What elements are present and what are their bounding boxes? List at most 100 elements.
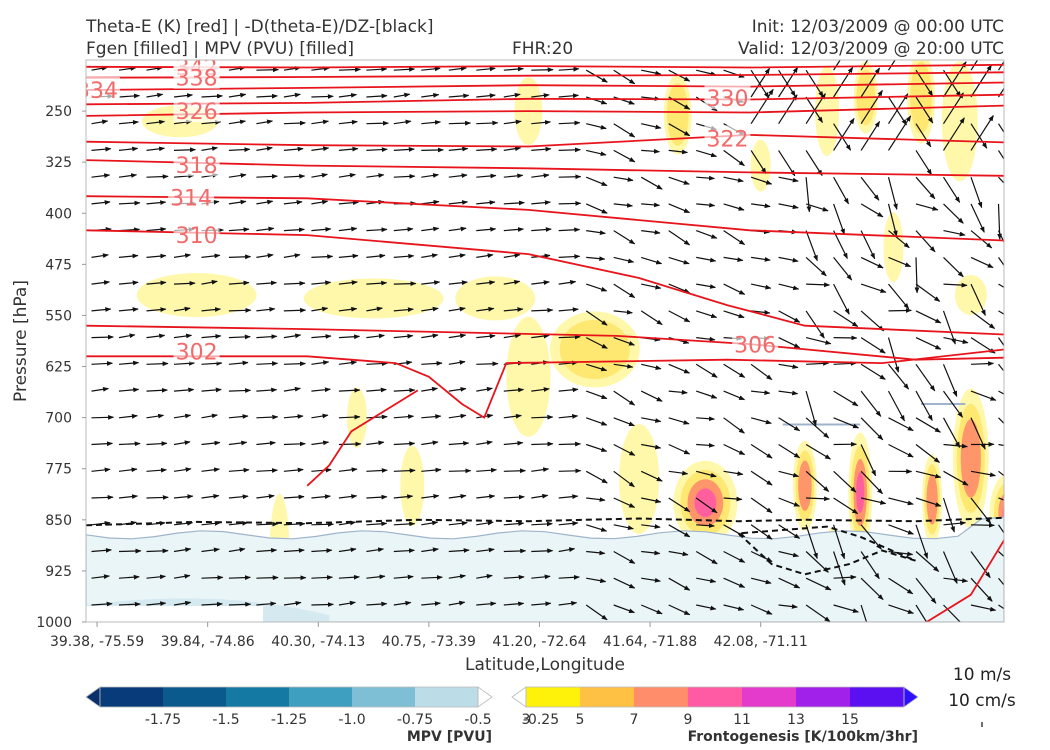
wind-vector <box>531 493 549 499</box>
wind-vector <box>860 470 883 495</box>
wind-vector <box>860 444 877 477</box>
wind-vector <box>942 364 958 397</box>
wind-vector <box>448 280 468 286</box>
wind-vector <box>997 123 1004 134</box>
wind-vector <box>805 604 831 622</box>
wind-vector <box>860 60 869 71</box>
x-tick-label: 40.30, -74.13 <box>271 634 365 650</box>
wind-vector <box>942 61 967 98</box>
wind-vector <box>173 306 191 312</box>
wind-vector <box>778 283 800 291</box>
wind-vector <box>503 173 524 179</box>
wind-vector <box>283 575 307 581</box>
wind-vector <box>228 602 252 607</box>
wind-vector <box>91 495 114 500</box>
wind-vector <box>91 574 110 580</box>
wind-vector <box>338 467 358 473</box>
wind-vector <box>393 307 414 313</box>
wind-vector <box>970 123 988 149</box>
wind-vector <box>338 306 358 312</box>
wind-vector <box>860 310 885 332</box>
wind-vector <box>970 361 995 367</box>
wind-vector <box>558 387 579 393</box>
wind-vector <box>283 386 301 392</box>
wind-vector <box>91 386 109 392</box>
wind-vector <box>338 600 356 606</box>
wind-vector <box>695 230 718 239</box>
wind-vector <box>91 547 112 553</box>
wind-vector <box>503 601 525 607</box>
theta-e-contour <box>86 133 1004 148</box>
wind-vector <box>531 333 550 339</box>
wind-vector <box>558 441 582 447</box>
wind-vector <box>585 417 608 426</box>
wind-vector <box>228 280 250 286</box>
wind-vector <box>778 390 799 396</box>
wind-vector <box>860 390 882 417</box>
wind-vector <box>503 468 526 474</box>
wind-vector <box>283 467 304 473</box>
wind-vector <box>338 494 358 499</box>
wind-vector <box>998 524 1004 534</box>
wind-vector <box>695 497 718 514</box>
wind-vector <box>723 176 744 183</box>
wind-vector <box>778 150 796 177</box>
wind-vector <box>860 551 880 580</box>
wind-vector <box>723 417 745 434</box>
wind-vector <box>998 470 1004 477</box>
dtheta-dz-contour-line <box>86 516 1004 527</box>
wind-vector <box>696 470 717 478</box>
wind-vector <box>256 280 277 286</box>
wind-vector <box>750 283 772 290</box>
fgen-region <box>455 276 536 321</box>
wind-vector <box>228 440 248 446</box>
wind-vector <box>558 334 581 340</box>
colorbar-segment <box>634 687 689 707</box>
colorbar-segment <box>796 687 851 707</box>
wind-vector <box>476 93 496 99</box>
wind-vector <box>778 577 801 589</box>
wind-vector <box>943 203 964 224</box>
wind-vector <box>778 550 800 558</box>
wind-vector <box>118 93 140 99</box>
wind-vector <box>366 547 384 553</box>
wind-vector <box>860 577 884 601</box>
wind-vector <box>311 413 329 419</box>
frontogenesis-colorbar: 3 5 7 9 11 13 15 <box>511 686 919 728</box>
wind-vector <box>805 337 832 345</box>
wind-vector <box>421 66 441 72</box>
wind-vector <box>201 493 220 499</box>
wind-vector <box>283 120 306 126</box>
wind-vector <box>283 600 302 606</box>
wind-vector <box>805 150 823 177</box>
wind-vector <box>586 123 607 130</box>
wind-vector <box>998 551 1004 558</box>
wind-vector <box>256 521 279 527</box>
wind-vector <box>778 176 799 183</box>
wind-vector <box>750 150 767 175</box>
wind-vector <box>586 497 606 502</box>
wind-vector <box>201 467 220 473</box>
wind-vector <box>942 551 958 584</box>
wind-vector <box>668 443 691 455</box>
y-axis-ticks: 250 325 400 475 550 625 700 775 850 925 1000 <box>36 104 86 631</box>
wind-vector <box>146 280 167 286</box>
wind-vector <box>860 524 882 550</box>
colorbar-tick-label: -1.0 <box>338 712 365 728</box>
wind-vector <box>640 310 663 326</box>
wind-vector <box>338 547 357 553</box>
fgen-region <box>1002 505 1004 521</box>
wind-vector <box>668 577 691 591</box>
wind-vector <box>256 387 278 393</box>
mpv-region <box>86 516 1004 622</box>
wind-vector <box>997 150 1004 161</box>
wind-vector <box>393 441 416 447</box>
wind-vector <box>311 172 328 178</box>
wind-vector <box>476 386 493 392</box>
wind-vector <box>586 363 608 372</box>
wind-vector <box>585 310 608 326</box>
wind-vector <box>228 147 251 152</box>
wind-vector <box>668 230 691 246</box>
wind-vector <box>751 256 771 262</box>
wind-vector <box>586 443 608 452</box>
